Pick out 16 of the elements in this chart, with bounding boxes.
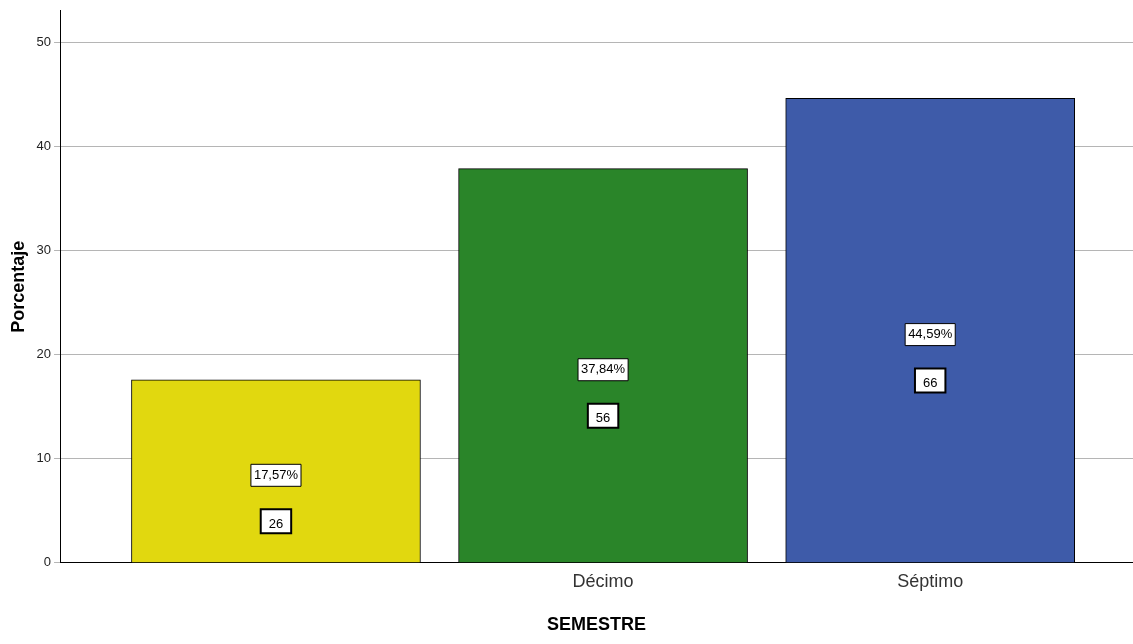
y-tick-label: 30 — [36, 241, 52, 257]
x-axis-title: SEMESTRE — [547, 614, 647, 635]
y-tick-label: 20 — [36, 346, 52, 362]
annotation: 26 — [268, 515, 284, 531]
data-label: 44,59% — [908, 326, 953, 342]
y-tick-label: 50 — [36, 33, 52, 49]
x-tick-label: Séptimo — [897, 570, 964, 591]
annotation: 66 — [922, 375, 938, 391]
data-label: 17,57% — [253, 466, 299, 482]
y-axis-title: Porcentaje — [7, 240, 28, 333]
data-label: 37,84% — [581, 361, 626, 377]
y-tick-label: 10 — [36, 450, 52, 466]
y-tick-label: 40 — [36, 137, 52, 153]
y-tick-label: 0 — [43, 554, 52, 570]
annotation: 56 — [595, 410, 611, 426]
x-tick-label: Décimo — [572, 570, 634, 591]
